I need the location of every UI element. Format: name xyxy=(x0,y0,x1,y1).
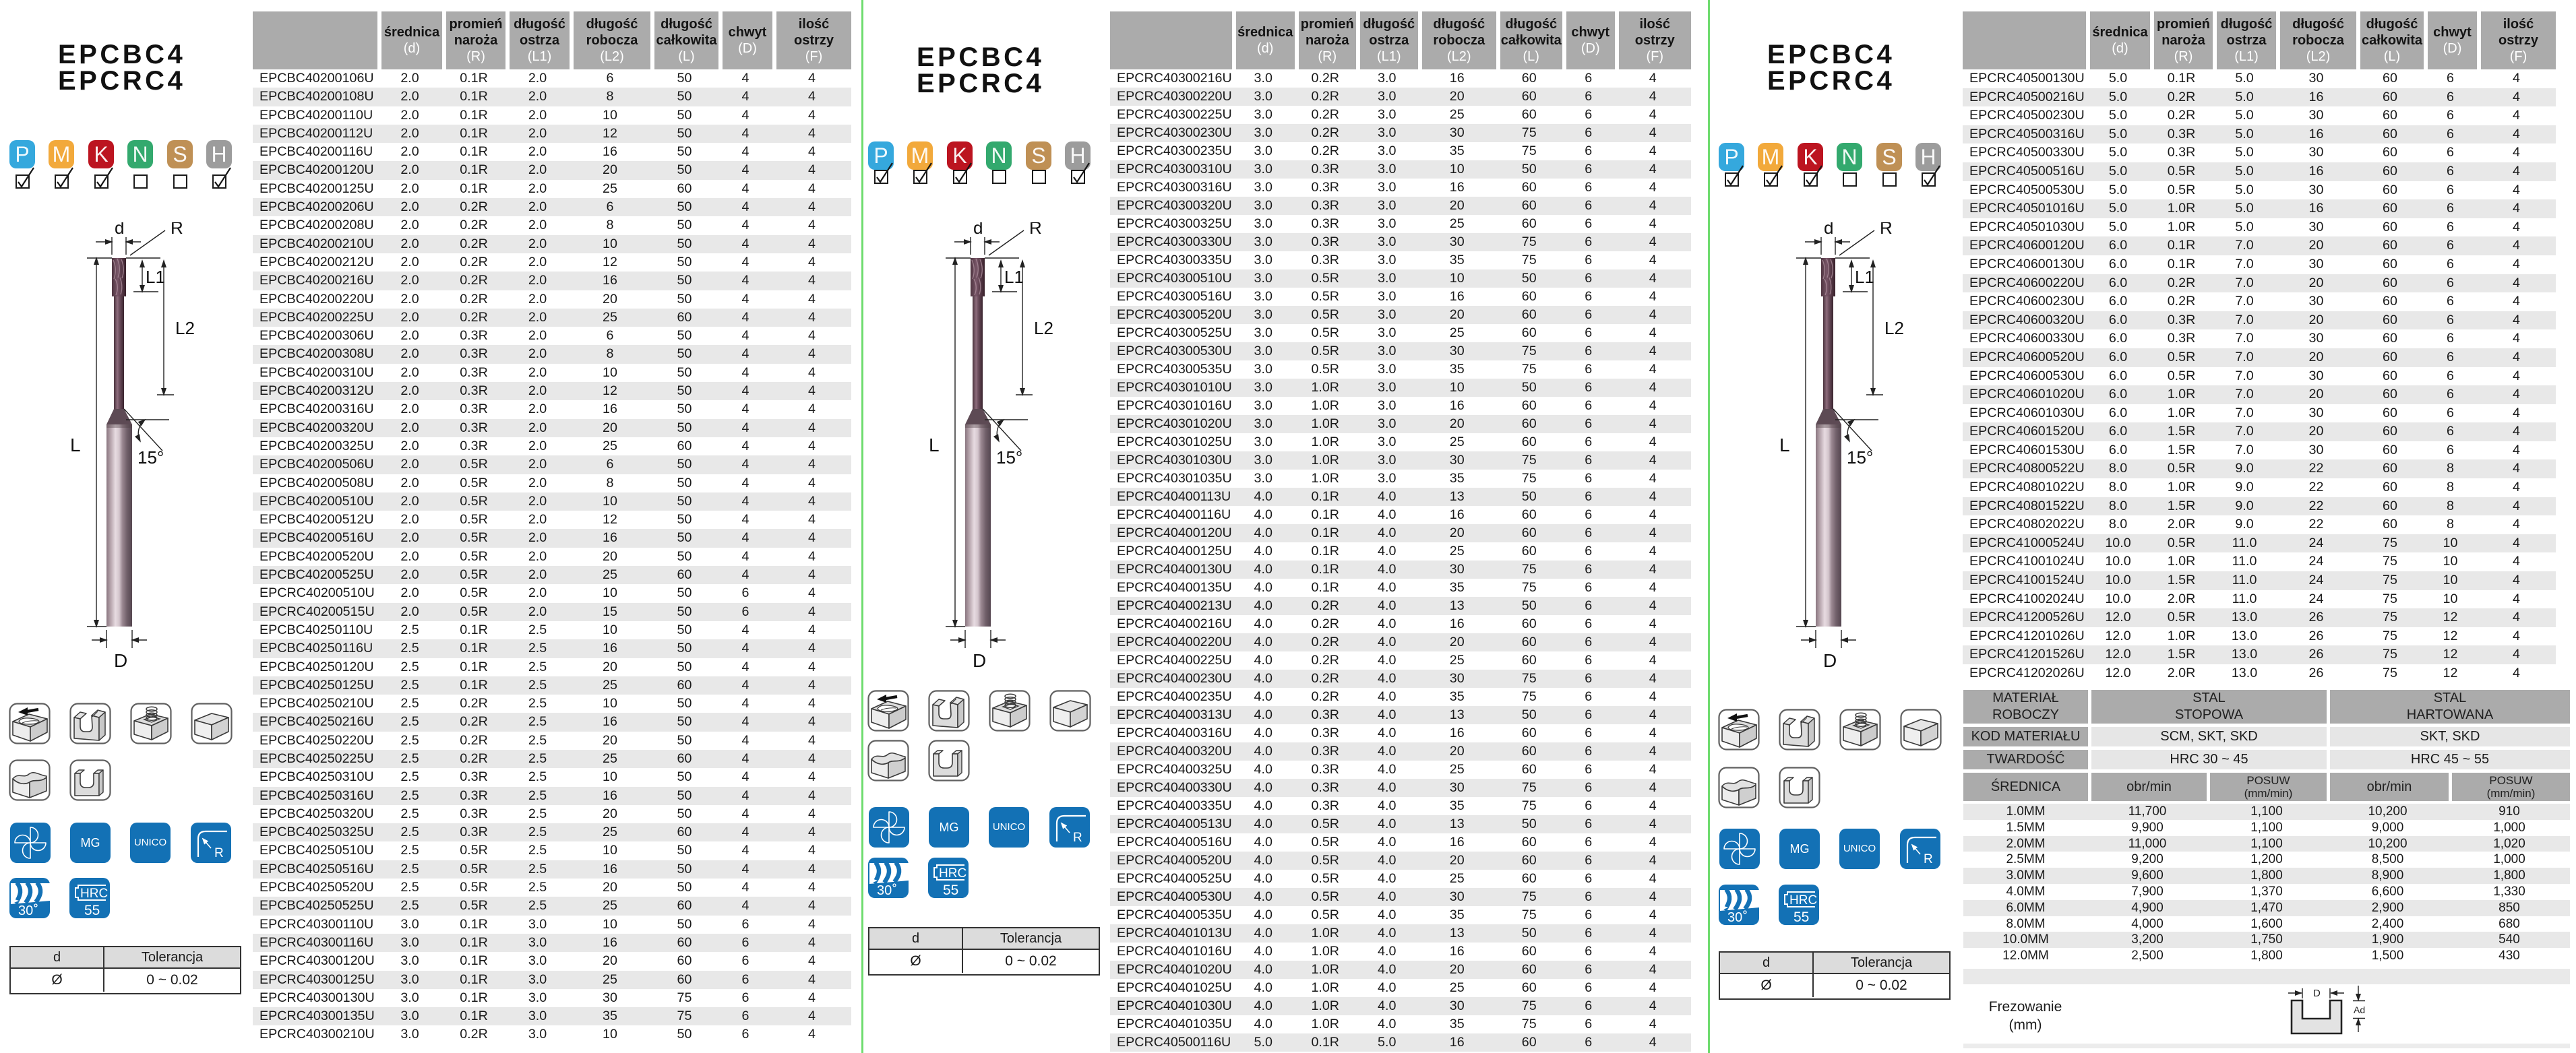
svg-text:L: L xyxy=(929,435,940,455)
svg-text:HRC: HRC xyxy=(1789,893,1817,907)
svg-text:L1: L1 xyxy=(1855,267,1874,287)
svg-text:L2: L2 xyxy=(1884,318,1904,338)
svg-text:55: 55 xyxy=(1793,910,1809,925)
svg-text:R: R xyxy=(171,222,183,238)
svg-text:Ad: Ad xyxy=(2354,1004,2365,1015)
svg-text:30: 30 xyxy=(877,883,892,898)
svg-text:55: 55 xyxy=(84,903,100,918)
svg-text:L2: L2 xyxy=(175,318,195,338)
svg-text:d: d xyxy=(115,222,124,238)
svg-text:D: D xyxy=(1823,650,1837,671)
svg-text:L: L xyxy=(70,435,81,455)
svg-text:R: R xyxy=(1880,222,1893,238)
svg-text:d: d xyxy=(1824,222,1833,238)
svg-text:55: 55 xyxy=(943,883,958,898)
svg-text:R: R xyxy=(1029,222,1042,238)
svg-text:15°: 15° xyxy=(137,447,164,468)
svg-text:D: D xyxy=(2313,988,2321,999)
svg-text:L1: L1 xyxy=(1004,267,1024,287)
svg-text:HRC: HRC xyxy=(80,887,108,901)
svg-text:L: L xyxy=(1779,435,1790,455)
svg-text:15°: 15° xyxy=(996,447,1022,468)
svg-text:R: R xyxy=(214,846,224,860)
svg-text:D: D xyxy=(973,650,986,671)
svg-text:30: 30 xyxy=(1727,910,1742,925)
svg-text:R: R xyxy=(1073,831,1082,845)
svg-text:15°: 15° xyxy=(1847,447,1873,468)
svg-text:D: D xyxy=(114,650,127,671)
svg-text:d: d xyxy=(973,222,983,238)
svg-text:HRC: HRC xyxy=(939,866,967,881)
svg-text:L1: L1 xyxy=(146,267,165,287)
svg-text:L2: L2 xyxy=(1034,318,1053,338)
svg-text:R: R xyxy=(1924,852,1933,866)
svg-text:30: 30 xyxy=(18,903,33,918)
